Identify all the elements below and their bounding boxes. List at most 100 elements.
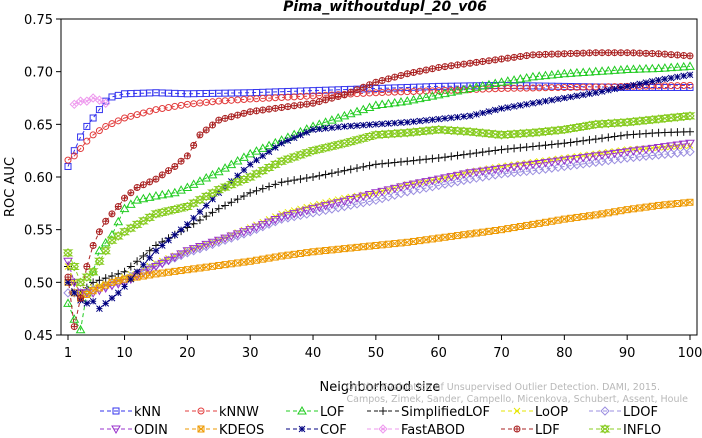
data-point: [427, 176, 438, 186]
data-point: [609, 118, 621, 128]
data-point: [596, 119, 608, 129]
data-point: [264, 140, 274, 150]
data-point: [213, 236, 224, 246]
data-point: [641, 145, 651, 155]
data-point: [70, 323, 78, 331]
data-point: [152, 175, 160, 183]
data-point: [653, 144, 664, 153]
data-point: [560, 50, 568, 58]
data-point: [529, 51, 537, 59]
data-point: [447, 172, 455, 180]
data-point: [686, 81, 694, 89]
data-point: [125, 199, 136, 208]
data-point: [527, 128, 539, 138]
legend-marker: [378, 424, 388, 434]
legend-label: LDOF: [623, 405, 658, 420]
data-point: [579, 136, 588, 145]
data-point: [667, 51, 675, 59]
data-point: [95, 106, 103, 114]
legend-label: LoOP: [535, 405, 568, 420]
y-tick-label: 0.55: [24, 224, 53, 239]
data-point: [479, 109, 487, 117]
data-point: [347, 88, 355, 96]
legend-marker: [111, 425, 121, 435]
data-point: [283, 177, 292, 186]
y-tick-label: 0.70: [24, 66, 53, 81]
data-point: [508, 129, 520, 139]
data-point: [622, 148, 633, 157]
data-point: [585, 49, 593, 57]
legend-item-lof: LOF: [286, 405, 345, 420]
legend-label: kNNW: [219, 405, 259, 420]
data-point: [560, 139, 569, 148]
data-point: [278, 139, 285, 147]
data-point: [403, 70, 411, 78]
data-point: [454, 113, 461, 121]
data-point: [477, 167, 488, 177]
data-point: [479, 58, 487, 66]
data-point: [246, 161, 254, 168]
data-point: [201, 240, 212, 250]
data-point: [427, 91, 438, 100]
data-point: [646, 114, 658, 125]
data-point: [334, 167, 343, 176]
data-point: [239, 228, 249, 237]
data-point: [686, 198, 694, 206]
data-point: [257, 143, 268, 152]
data-point: [75, 277, 87, 288]
data-point: [447, 62, 455, 70]
data-point: [383, 186, 394, 195]
data-point: [671, 112, 683, 122]
data-point: [313, 144, 325, 154]
data-point: [131, 219, 143, 230]
data-point: [271, 104, 279, 112]
data-point: [546, 158, 557, 167]
data-point: [158, 242, 166, 249]
data-point: [458, 84, 469, 94]
data-point: [429, 116, 436, 124]
data-point: [195, 215, 204, 224]
data-point: [252, 107, 260, 115]
data-point: [320, 202, 331, 211]
data-point: [309, 126, 317, 133]
data-point: [87, 267, 99, 277]
data-point: [370, 130, 382, 140]
data-point: [108, 93, 116, 101]
data-point: [94, 95, 105, 105]
data-point: [515, 162, 526, 172]
data-point: [63, 298, 73, 307]
data-point: [252, 186, 261, 195]
x-tick-label: 90: [619, 346, 636, 361]
data-point: [616, 131, 625, 140]
data-point: [290, 134, 298, 142]
data-point: [521, 72, 532, 82]
data-point: [328, 94, 336, 102]
legend-item-cof: COF: [286, 423, 347, 438]
data-point: [402, 96, 413, 105]
data-point: [283, 211, 293, 221]
data-point: [83, 263, 91, 271]
data-point: [151, 260, 161, 271]
data-point: [171, 231, 179, 239]
data-point: [190, 141, 198, 149]
x-axis-label: Neighborhood size: [320, 380, 441, 395]
data-point: [113, 216, 124, 226]
data-point: [422, 116, 430, 124]
data-point: [227, 198, 236, 207]
data-point: [627, 116, 639, 127]
data-point: [573, 49, 581, 57]
data-point: [95, 276, 104, 285]
data-point: [68, 261, 80, 272]
legend-label: SimplifiedLOF: [401, 405, 490, 420]
data-point: [397, 119, 405, 127]
data-point: [678, 140, 689, 150]
x-tick-label: 1: [64, 346, 72, 361]
data-point: [120, 267, 129, 276]
data-point: [610, 132, 619, 141]
data-point: [509, 75, 519, 84]
legend-item-kdeos: KDEOS: [185, 423, 264, 438]
data-point: [112, 231, 124, 241]
data-point: [352, 194, 362, 203]
data-point: [127, 189, 135, 197]
